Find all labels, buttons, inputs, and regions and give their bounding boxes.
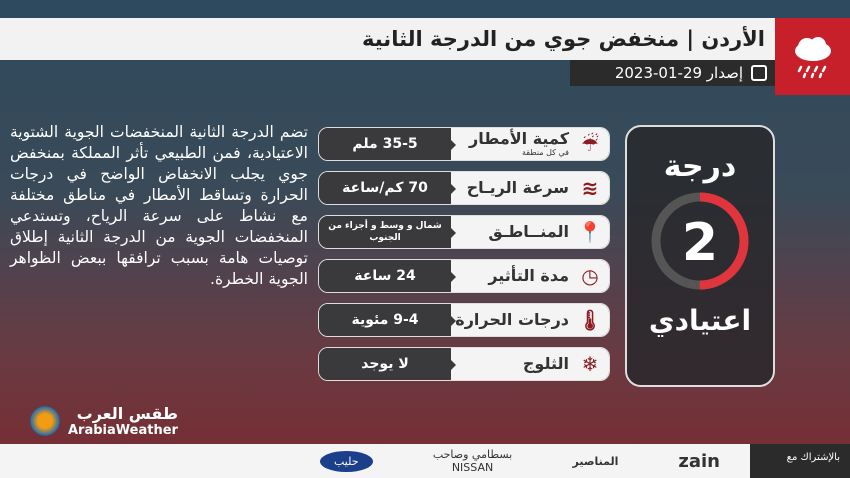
info-row: شمال و وسط و أجزاء من الجنوب 📍 المنــاطـق <box>318 215 610 249</box>
location-pin-icon: 📍 <box>577 220 603 244</box>
sponsor-manaseer: المناصير <box>572 454 619 468</box>
severity-number: 2 <box>682 213 718 273</box>
logo-ar: طقس العرب <box>76 404 178 423</box>
row-value: 35-5 ملم <box>319 128 451 160</box>
row-value: شمال و وسط و أجزاء من الجنوب <box>319 216 451 248</box>
row-label-group: المنــاطـق <box>488 223 569 241</box>
logo-en: ArabiaWeather <box>68 423 178 438</box>
sponsor-zain: zain <box>678 450 720 472</box>
calendar-icon <box>751 65 767 81</box>
row-label: سرعة الريـاح <box>466 178 569 197</box>
row-value: 9-4 مئوية <box>319 304 451 336</box>
title-bar: الأردن | منخفض جوي من الدرجة الثانية <box>0 18 775 60</box>
row-label: المنــاطـق <box>488 222 569 241</box>
row-label-group: درجات الحرارة <box>455 311 569 329</box>
severity-ring-fill <box>651 192 749 290</box>
thermometer-icon: 🌡 <box>577 308 603 332</box>
row-label-group: سرعة الريـاح <box>467 179 569 197</box>
description-text: تضم الدرجة الثانية المنخفضات الجوية الشت… <box>10 123 308 288</box>
row-label-cell: 📍 المنــاطـق <box>450 216 609 248</box>
severity-ring: 2 <box>651 192 749 290</box>
row-label-cell: ❄ الثلوج <box>450 348 609 380</box>
rain-icon: ☔ <box>581 132 599 156</box>
info-row: 70 كم/ساعة ≋ سرعة الريـاح <box>318 171 610 205</box>
sponsor-halib: حليب <box>319 450 373 472</box>
sponsor-nissan: بسطامي وصاحب NISSAN <box>432 448 513 474</box>
page-title: الأردن | منخفض جوي من الدرجة الثانية <box>362 27 765 51</box>
snowflake-icon: ❄ <box>581 352 599 376</box>
severity-card: درجة 2 اعتيادي <box>625 125 775 387</box>
row-label: كمية الأمطار <box>469 129 569 148</box>
degree-label: درجة <box>663 149 737 184</box>
arabiaweather-logo: طقس العرب ArabiaWeather <box>28 404 178 438</box>
row-value: لا يوجد <box>319 348 451 380</box>
row-label: مدة التأثير <box>488 266 569 285</box>
row-value: 24 ساعة <box>319 260 451 292</box>
row-sub: في كل منطقة <box>521 148 569 157</box>
row-label: درجات الحرارة <box>455 310 569 329</box>
info-row: لا يوجد ❄ الثلوج <box>318 347 610 381</box>
partner-label: بالإشتراك مع <box>750 444 850 478</box>
row-label-cell: ☔ كمية الأمطار في كل منطقة <box>450 128 609 160</box>
severity-text: اعتيادي <box>648 304 752 337</box>
row-label-cell: ≋ سرعة الريـاح <box>450 172 609 204</box>
row-label-group: كمية الأمطار في كل منطقة <box>469 130 569 158</box>
date-text: إصدار 29-01-2023 <box>614 64 743 82</box>
row-value: 70 كم/ساعة <box>319 172 451 204</box>
row-label-group: الثلوج <box>523 355 569 373</box>
clock-icon: ◷ <box>581 264 599 288</box>
issue-date: إصدار 29-01-2023 <box>570 60 775 86</box>
info-row: 9-4 مئوية 🌡 درجات الحرارة <box>318 303 610 337</box>
logo-icon <box>28 404 62 438</box>
rain-cloud-icon <box>775 18 850 95</box>
wind-icon: ≋ <box>581 176 599 200</box>
info-row: 35-5 ملم ☔ كمية الأمطار في كل منطقة <box>318 127 610 161</box>
row-label-cell: 🌡 درجات الحرارة <box>450 304 609 336</box>
row-label-group: مدة التأثير <box>488 267 569 285</box>
info-row: 24 ساعة ◷ مدة التأثير <box>318 259 610 293</box>
row-label-cell: ◷ مدة التأثير <box>450 260 609 292</box>
row-label: الثلوج <box>522 354 569 373</box>
sponsor-bar: حليب بسطامي وصاحب NISSAN المناصير zain <box>0 444 750 478</box>
